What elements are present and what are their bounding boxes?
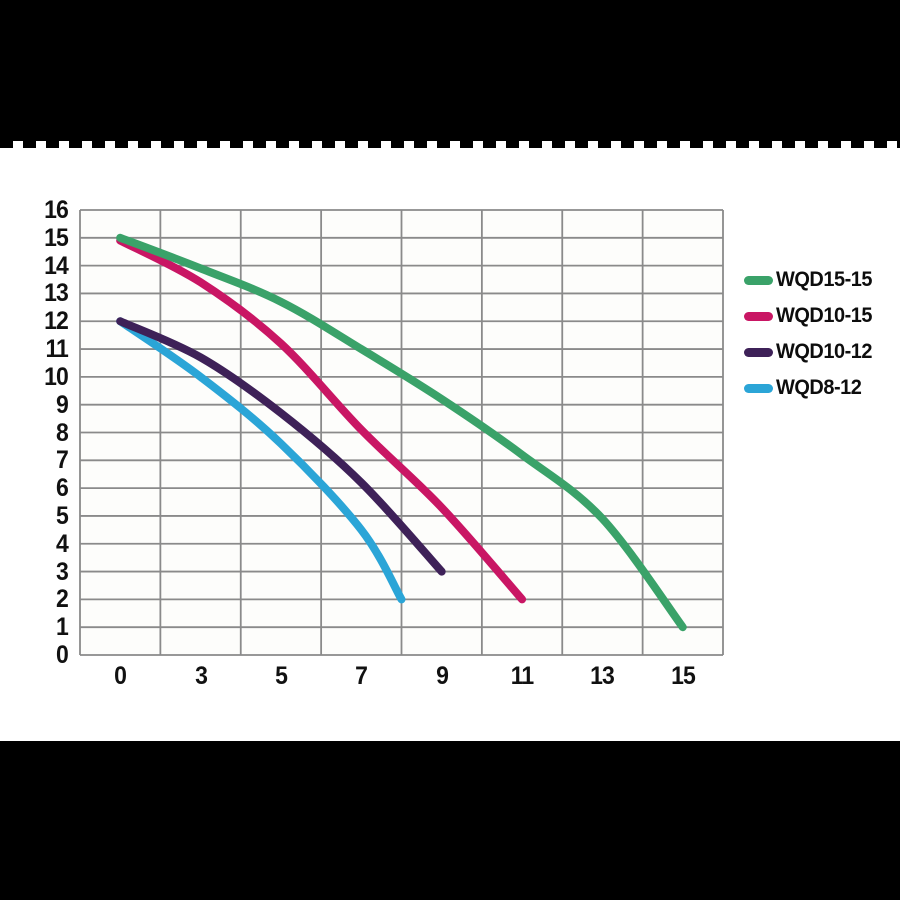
legend-item-WQD8-12: WQD8-12 (744, 376, 877, 400)
legend-item-WQD10-12: WQD10-12 (744, 340, 877, 364)
series-line-WQD10-12 (116, 317, 446, 576)
x-tick-label-3: 3 (194, 662, 208, 690)
y-tick-label-16: 16 (44, 196, 69, 224)
x-tick-label-13: 13 (590, 662, 616, 690)
y-tick-label-5: 5 (56, 501, 69, 530)
dashed-divider (0, 141, 900, 148)
x-tick-label-0: 0 (114, 662, 127, 690)
y-tick-label-1: 1 (56, 613, 69, 642)
top-black-band (0, 0, 900, 141)
y-tick-label-3: 3 (56, 557, 69, 586)
x-tick-label-15: 15 (670, 662, 696, 690)
legend-label: WQD10-15 (776, 304, 872, 327)
series-line-WQD8-12 (116, 317, 406, 604)
x-tick-label-5: 5 (275, 662, 288, 690)
legend-item-WQD15-15: WQD15-15 (744, 268, 877, 292)
y-tick-label-2: 2 (56, 585, 69, 614)
y-tick-label-11: 11 (45, 335, 68, 364)
bottom-black-band (0, 741, 900, 900)
legend-item-WQD10-15: WQD10-15 (744, 304, 877, 328)
legend-label: WQD15-15 (776, 268, 872, 291)
y-tick-label-0: 0 (56, 641, 69, 669)
x-tick-label-11: 11 (510, 662, 534, 690)
series-line-WQD15-15 (116, 233, 687, 632)
legend-swatch-icon (744, 383, 773, 393)
legend-label: WQD10-12 (776, 340, 872, 363)
y-tick-label-4: 4 (56, 529, 69, 558)
legend-label: WQD8-12 (776, 376, 862, 399)
legend-swatch-icon (744, 347, 773, 357)
y-tick-label-10: 10 (44, 362, 69, 391)
y-tick-label-6: 6 (56, 474, 69, 503)
y-tick-label-13: 13 (44, 279, 69, 308)
legend-swatch-icon (744, 275, 773, 285)
x-tick-label-7: 7 (355, 662, 368, 690)
series-line-WQD10-15 (116, 236, 527, 604)
y-tick-label-7: 7 (56, 446, 69, 475)
legend-swatch-icon (744, 311, 773, 321)
y-tick-label-14: 14 (44, 251, 69, 280)
y-tick-label-9: 9 (56, 390, 69, 419)
x-tick-label-9: 9 (435, 662, 449, 690)
y-tick-label-15: 15 (44, 223, 69, 252)
y-tick-label-8: 8 (56, 418, 69, 447)
y-tick-label-12: 12 (44, 307, 69, 336)
chart-legend: WQD15-15 WQD10-15 WQD10-12 WQD8-12 (744, 268, 877, 400)
